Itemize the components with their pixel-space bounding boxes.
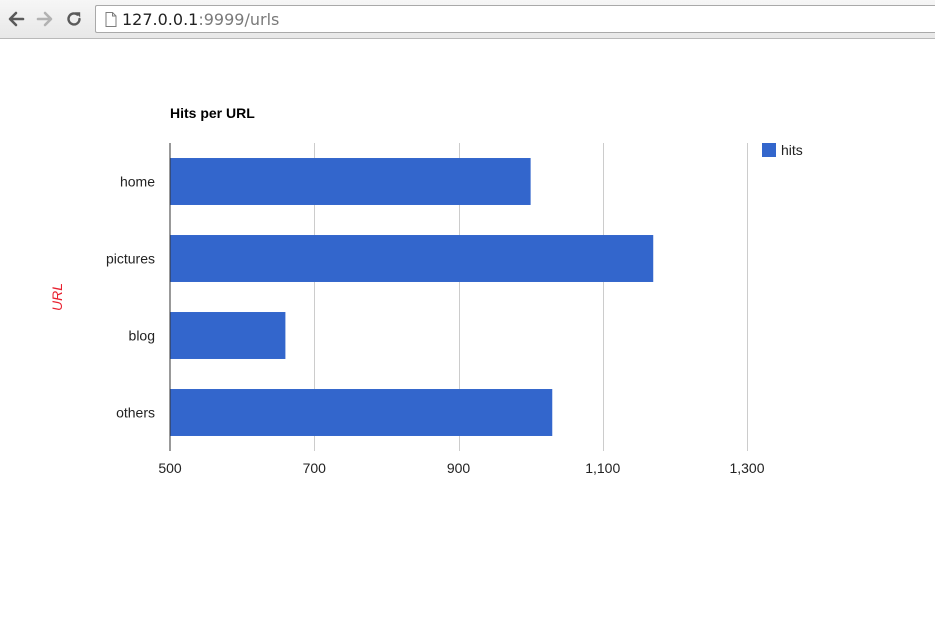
bar-chart: Hits per URL URL homepicturesblogothers …	[49, 105, 803, 476]
bar-pictures	[170, 235, 654, 282]
x-tick-label: 1,300	[729, 460, 764, 476]
bar-blog	[170, 312, 286, 359]
url-text: 127.0.0.1:9999/urls	[122, 11, 279, 29]
bars	[170, 158, 654, 436]
page-icon	[105, 12, 117, 27]
browser-toolbar: 127.0.0.1:9999/urls	[0, 0, 935, 39]
x-tick-labels: 500 700 900 1,100 1,300	[158, 460, 764, 476]
y-category-label: pictures	[106, 251, 155, 267]
reload-button[interactable]	[64, 8, 84, 30]
forward-button[interactable]	[35, 8, 55, 30]
legend: hits	[762, 142, 803, 158]
url-host: 127.0.0.1	[122, 10, 199, 29]
x-tick-label: 900	[447, 460, 471, 476]
x-tick-label: 700	[303, 460, 327, 476]
reload-icon	[67, 12, 81, 26]
arrow-left-icon	[8, 11, 25, 27]
url-path: :9999/urls	[198, 10, 280, 29]
y-category-labels: home pictures blog others	[106, 174, 155, 421]
arrow-right-icon	[36, 11, 53, 27]
chart-title: Hits per URL	[170, 105, 255, 121]
legend-label: hits	[781, 142, 803, 158]
x-tick-label: 500	[158, 460, 182, 476]
legend-swatch	[762, 143, 776, 157]
x-tick-label: 1,100	[585, 460, 620, 476]
bar-home	[170, 158, 531, 205]
y-category-label: others	[116, 405, 155, 421]
y-axis-title: URL	[49, 283, 65, 311]
y-category-label: home	[120, 174, 155, 190]
back-button[interactable]	[6, 8, 26, 30]
y-category-label: blog	[129, 328, 155, 344]
bar-others	[170, 389, 553, 436]
address-bar[interactable]: 127.0.0.1:9999/urls	[95, 5, 935, 33]
